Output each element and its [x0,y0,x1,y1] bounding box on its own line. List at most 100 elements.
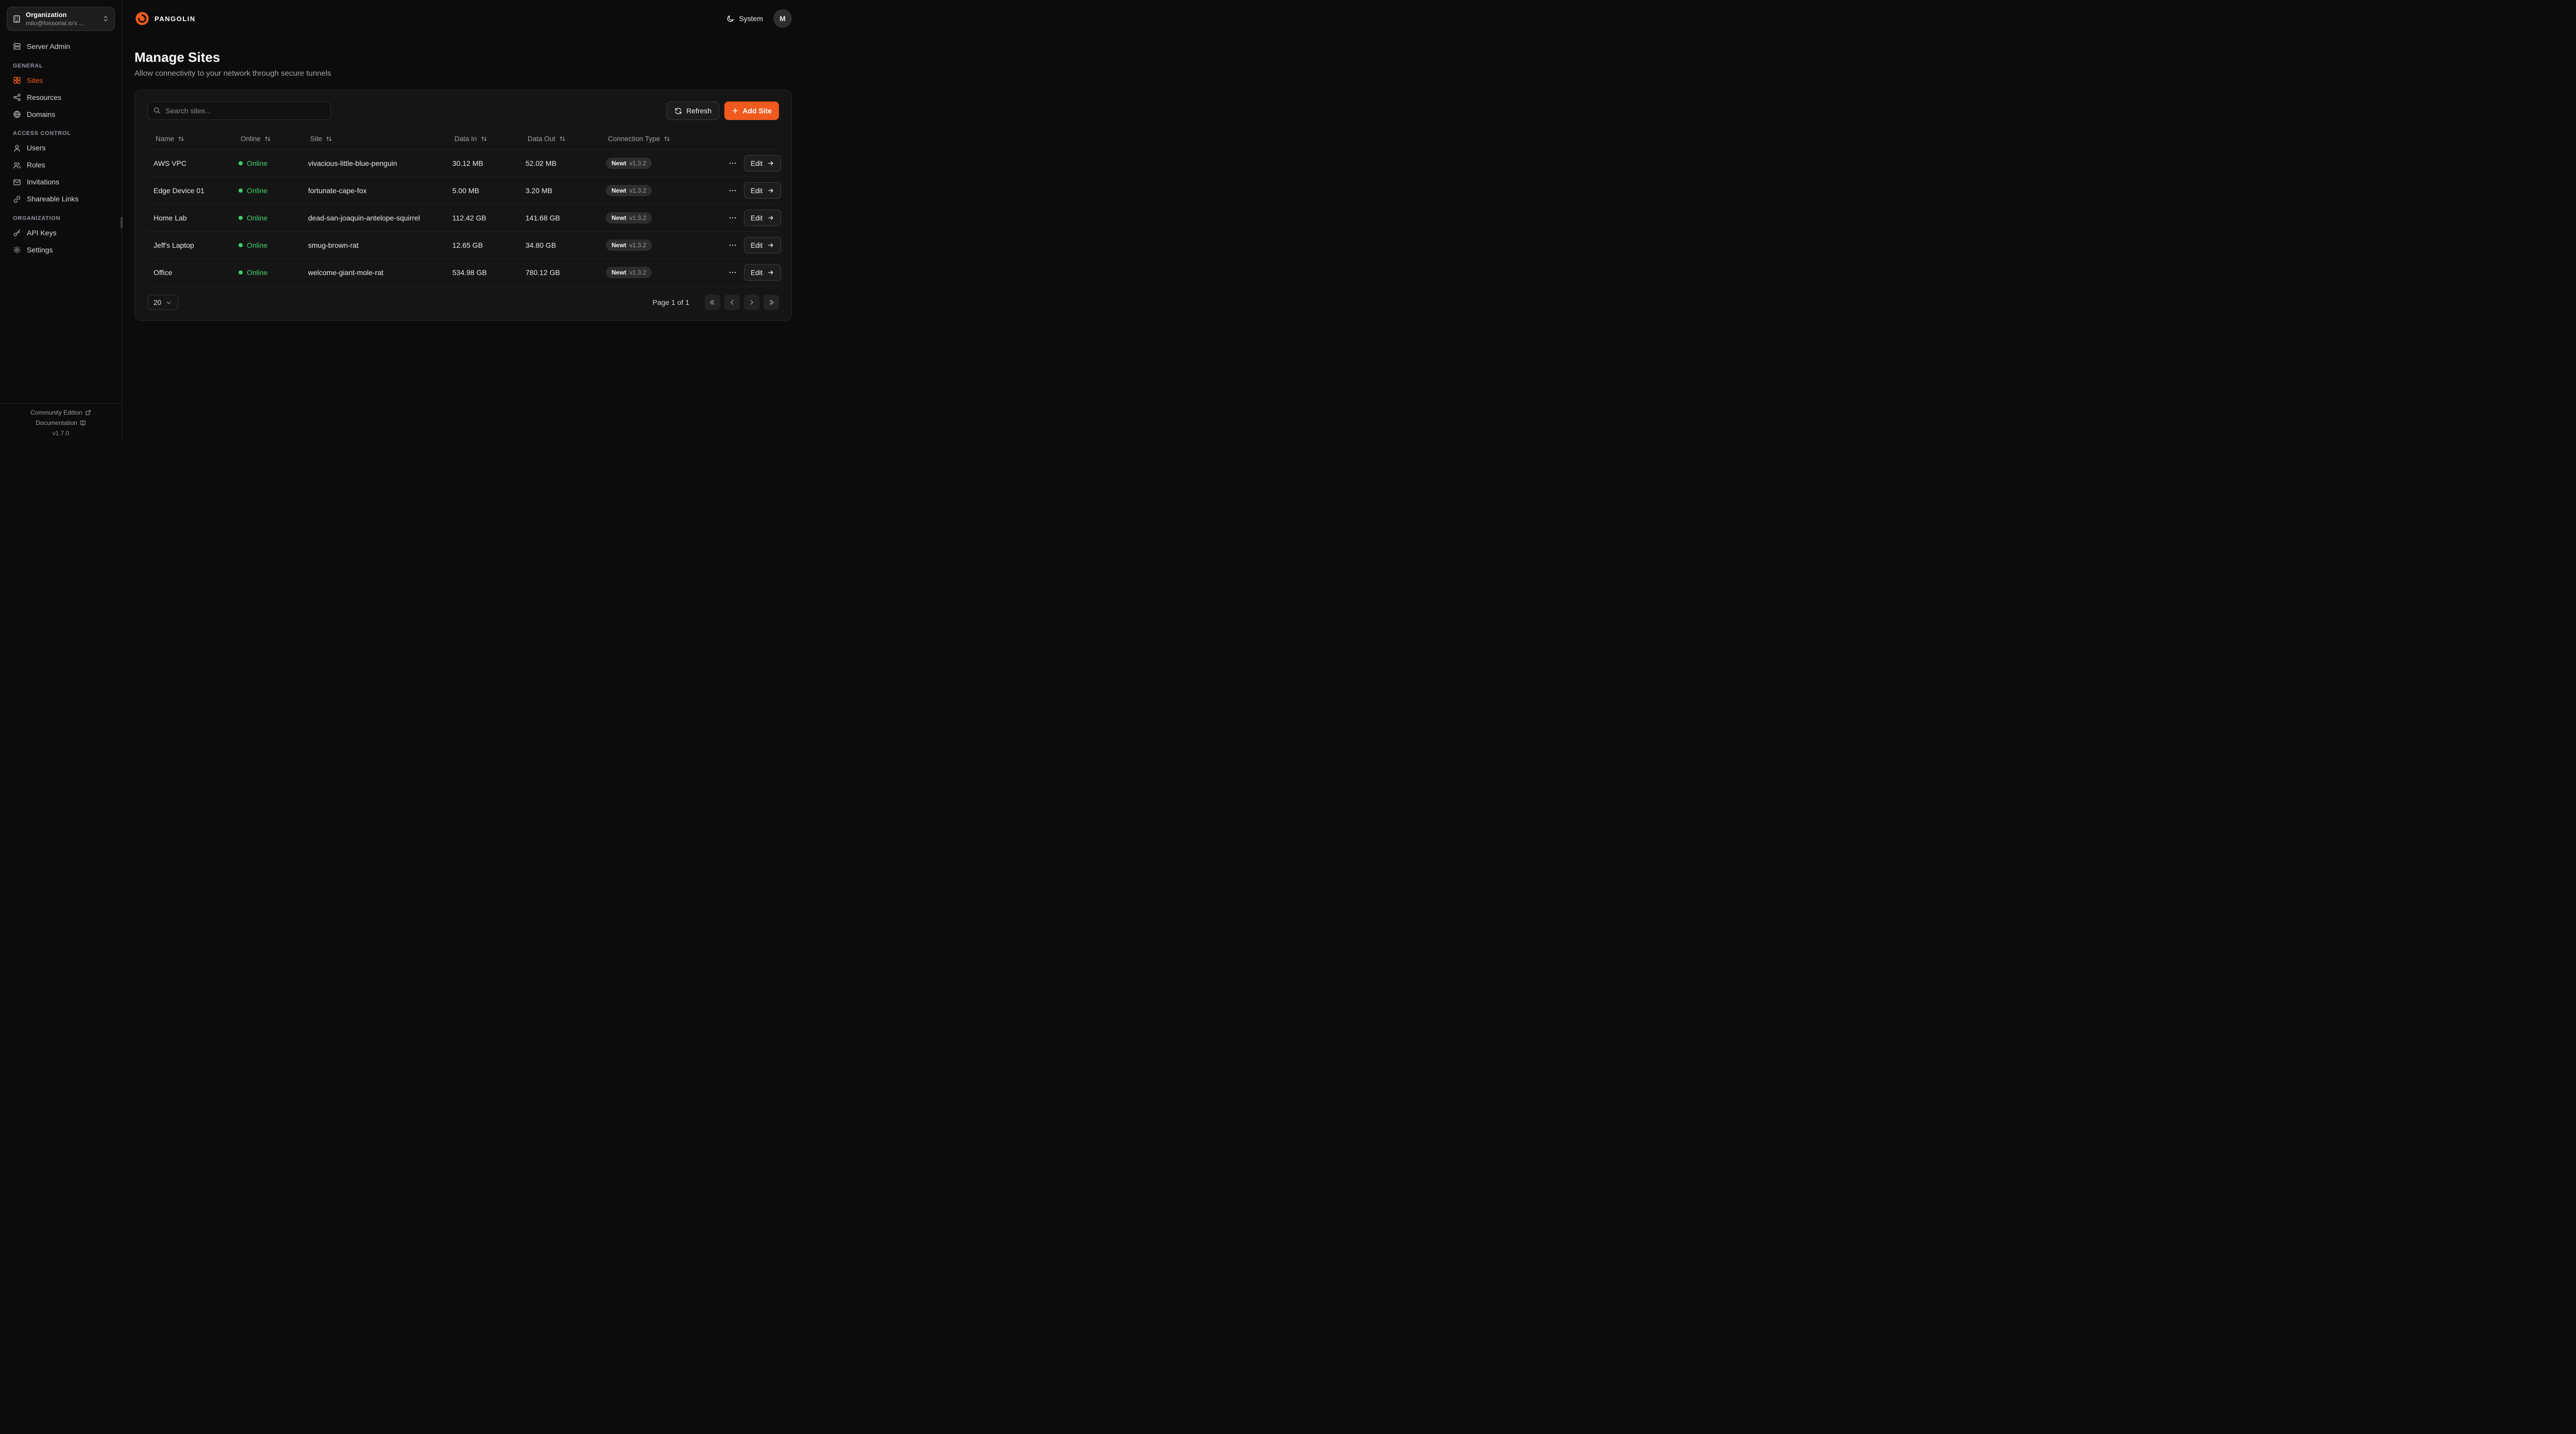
row-menu-button[interactable] [725,211,740,225]
table-row: Office Online welcome-giant-mole-rat 534… [147,259,782,286]
arrow-right-icon [768,270,773,275]
org-switcher[interactable]: Organization milo@fossorial.io's ... [7,7,115,31]
sidebar-item-label: Roles [27,161,45,169]
edit-button[interactable]: Edit [744,237,782,253]
mail-icon [13,179,21,185]
agent-name: Newt [612,214,626,221]
online-label: Online [247,241,268,249]
online-label: Online [247,159,268,167]
site-name: Jeff's Laptop [154,241,194,249]
sidebar-item-settings[interactable]: Settings [7,242,115,259]
plus-icon [733,108,738,113]
online-label: Online [247,214,268,222]
add-site-button[interactable]: Add Site [724,101,779,120]
section-heading-organization: ORGANIZATION [13,215,61,222]
table-row: Edge Device 01 Online fortunate-cape-fox… [147,177,782,204]
first-page-button[interactable] [705,295,720,310]
server-icon [13,43,21,50]
last-page-button[interactable] [764,295,779,310]
connection-type-cell: Newt v1.3.2 [600,212,725,224]
users-icon [13,162,21,168]
sidebar: Organization milo@fossorial.io's ... Ser… [0,0,123,443]
user-avatar[interactable]: M [773,9,792,28]
page-subtitle: Allow connectivity to your network throu… [134,69,331,78]
column-header-data-out[interactable]: Data Out [524,133,569,145]
agent-version: v1.3.2 [629,214,647,221]
external-link-icon [86,410,91,415]
row-menu-button[interactable] [725,265,740,280]
edit-button[interactable]: Edit [744,210,782,226]
table-row: Jeff's Laptop Online smug-brown-rat 12.6… [147,232,782,259]
page-size-select[interactable]: 20 [147,295,179,310]
sidebar-item-label: Server Admin [27,42,71,50]
row-actions: Edit [725,237,782,253]
documentation-link[interactable]: Documentation [4,419,117,426]
chevrons-right-icon [769,300,774,305]
column-header-online[interactable]: Online [238,133,274,145]
gear-icon [13,246,21,254]
column-header-data-in[interactable]: Data In [451,133,490,145]
toolbar: Refresh Add Site [147,101,779,120]
row-menu-button[interactable] [725,156,740,170]
data-out: 780.12 GB [526,268,560,277]
topbar: PANGOLIN System M [122,0,808,37]
sidebar-item-users[interactable]: Users [7,140,115,157]
sidebar-item-sites[interactable]: Sites [7,72,115,89]
online-status: Online [232,159,302,167]
refresh-icon [675,107,682,114]
data-in: 534.98 GB [452,268,487,277]
data-out: 34.80 GB [526,241,556,249]
online-label: Online [247,186,268,195]
pangolin-logo [135,12,149,25]
sidebar-item-api-keys[interactable]: API Keys [7,225,115,242]
table-header: Name Online Site Data In Data Out Connec… [147,128,779,150]
documentation-label: Documentation [36,419,77,426]
search-input[interactable] [147,101,331,120]
online-status: Online [232,214,302,222]
connection-type-badge: Newt v1.3.2 [606,267,652,278]
next-page-button[interactable] [744,295,759,310]
online-status: Online [232,268,302,277]
row-menu-button[interactable] [725,183,740,198]
column-header-site[interactable]: Site [307,133,335,145]
search-box [147,101,331,120]
sidebar-item-shareable-links[interactable]: Shareable Links [7,191,115,208]
connection-type-cell: Newt v1.3.2 [600,158,725,169]
sidebar-resize-handle[interactable] [121,217,123,228]
connection-type-badge: Newt v1.3.2 [606,158,652,169]
sites-table: Name Online Site Data In Data Out Connec… [147,128,782,286]
column-header-name[interactable]: Name [152,133,188,145]
online-dot [239,270,243,275]
sidebar-item-label: Invitations [27,178,60,186]
prev-page-button[interactable] [724,295,740,310]
edit-button[interactable]: Edit [744,264,782,281]
community-edition-link[interactable]: Community Edition [4,409,117,416]
version-label: v1.7.0 [52,430,70,437]
org-label: Organization [26,11,67,19]
connection-type-cell: Newt v1.3.2 [600,240,725,251]
table-row: AWS VPC Online vivacious-little-blue-pen… [147,150,782,177]
edit-button[interactable]: Edit [744,155,782,172]
connection-type-cell: Newt v1.3.2 [600,185,725,196]
sidebar-item-resources[interactable]: Resources [7,89,115,106]
search-icon [154,107,160,114]
connection-type-cell: Newt v1.3.2 [600,267,725,278]
site-name: Office [154,268,173,277]
online-dot [239,161,243,165]
connection-type-badge: Newt v1.3.2 [606,212,652,224]
online-dot [239,189,243,193]
agent-version: v1.3.2 [629,269,647,276]
edit-button[interactable]: Edit [744,182,782,199]
row-menu-button[interactable] [725,238,740,252]
theme-toggle[interactable]: System [726,14,763,23]
row-actions: Edit [725,210,782,226]
site-slug: vivacious-little-blue-penguin [308,159,397,167]
connection-type-badge: Newt v1.3.2 [606,185,652,196]
refresh-button[interactable]: Refresh [667,101,720,120]
sidebar-item-roles[interactable]: Roles [7,157,115,174]
sidebar-item-server-admin[interactable]: Server Admin [7,38,115,55]
sidebar-item-invitations[interactable]: Invitations [7,174,115,191]
site-name: Home Lab [154,214,187,222]
sidebar-item-domains[interactable]: Domains [7,106,115,123]
column-header-connection-type[interactable]: Connection Type [605,133,673,145]
